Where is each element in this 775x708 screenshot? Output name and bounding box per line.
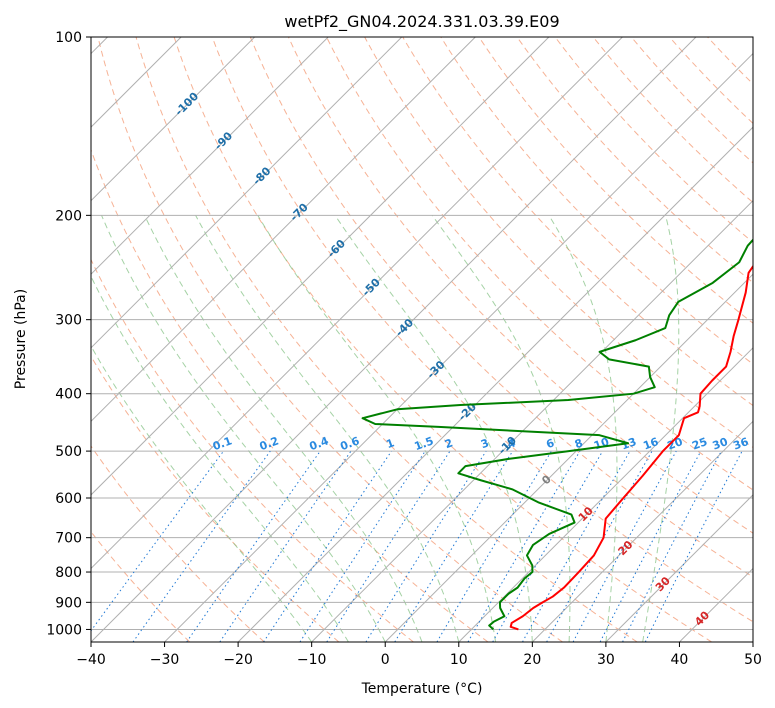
mixing-ratio-label: 16	[641, 435, 660, 453]
x-tick-label: 40	[671, 652, 689, 668]
mixing-ratio-label: 6	[544, 436, 556, 451]
y-tick-label: 1000	[46, 622, 82, 638]
isotherm	[91, 37, 697, 642]
mixing-ratio-line	[572, 450, 677, 642]
dry-adiabat	[97, 37, 563, 642]
moist-adiabat	[431, 215, 571, 642]
x-tick-label: 50	[744, 652, 762, 668]
temperature-line	[509, 264, 753, 631]
isotherm	[91, 37, 476, 423]
chart-title: wetPf2_GN04.2024.331.03.39.E09	[284, 12, 559, 32]
isotherm	[91, 37, 550, 496]
isotherm	[311, 199, 753, 642]
y-tick-label: 200	[55, 208, 82, 224]
moist-adiabat	[91, 275, 349, 642]
mixing-ratio-label: 0.4	[308, 434, 331, 453]
mixing-ratio-line	[219, 450, 352, 642]
mixing-ratio-label: 30	[711, 435, 730, 453]
axis-ticks: −40 −30 −20 −10 0 10 20 30 40 5010020030040050060…	[46, 30, 762, 668]
dewpoint-line	[361, 238, 753, 631]
mixing-ratio-line	[365, 450, 487, 642]
x-tick-label: 20	[523, 652, 541, 668]
isotherm	[91, 37, 623, 570]
moist-adiabat	[91, 345, 313, 642]
x-tick-label: −30	[150, 652, 180, 668]
isotherm	[384, 273, 753, 642]
dry-adiabat	[173, 37, 713, 642]
mixing-ratio-label: 25	[690, 435, 709, 452]
isotherm	[164, 52, 753, 642]
mixing-ratio-line	[186, 450, 321, 642]
dry-adiabat	[91, 258, 414, 642]
mixing-ratio-line	[263, 450, 392, 642]
mixing-ratio-label: 8	[573, 436, 585, 451]
y-tick-label: 700	[55, 531, 82, 547]
mixing-ratio-label: 0.6	[338, 434, 361, 453]
mixing-ratio-line	[467, 450, 581, 642]
x-tick-label: 10	[450, 652, 468, 668]
y-tick-label: 100	[55, 30, 82, 46]
plot-background	[91, 37, 753, 642]
y-axis-title: Pressure (hPa)	[13, 289, 29, 389]
y-tick-label: 400	[55, 387, 82, 403]
mixing-ratio-label: 3	[479, 436, 491, 451]
background-lines	[91, 37, 753, 642]
isotherm	[91, 37, 403, 349]
profile-series	[361, 238, 753, 631]
isotherm	[237, 126, 753, 642]
x-tick-label: 0	[381, 652, 390, 668]
x-tick-label: 30	[597, 652, 615, 668]
mixing-ratio-label: 4	[506, 436, 518, 451]
dry-adiabat	[249, 37, 753, 578]
dry-adiabat	[91, 445, 265, 642]
x-tick-label: −20	[223, 652, 253, 668]
mixing-ratio-line	[326, 450, 451, 642]
isotherm	[458, 347, 753, 642]
mixing-ratio-line	[132, 450, 271, 642]
x-axis-title: Temperature (°C)	[361, 681, 483, 697]
mixing-ratio-line	[394, 450, 514, 642]
isotherm	[605, 494, 753, 642]
mixing-ratio-label: 1.5	[413, 434, 436, 453]
mixing-ratio-line	[436, 450, 552, 642]
mixing-ratio-label: 2	[443, 436, 455, 451]
moist-adiabat	[548, 215, 618, 642]
mixing-ratio-label: 36	[731, 435, 750, 453]
dry-adiabat	[326, 37, 753, 491]
y-tick-label: 800	[55, 565, 82, 581]
mixing-ratio-label: 1	[385, 436, 397, 451]
moist-adiabat	[334, 215, 533, 642]
isotherm	[91, 37, 329, 275]
y-tick-label: 600	[55, 491, 82, 507]
moist-adiabat	[195, 215, 460, 642]
mixing-ratio-line	[299, 450, 426, 642]
plot-frame	[90, 36, 754, 643]
y-tick-label: 500	[55, 444, 82, 460]
moist-adiabat	[101, 215, 386, 642]
mixing-ratio-label: 0.1	[211, 434, 234, 453]
moist-adiabat	[144, 215, 423, 642]
isotherm	[91, 37, 256, 202]
mixing-ratio-line	[599, 450, 702, 642]
isoline-labels: 0.1 0.2 0.4 0.6 1 1.5 2 3 4 6 8 10 13 16 20 25 30 36-100-…	[172, 90, 750, 629]
mixing-ratio-label: 20	[666, 435, 685, 453]
x-tick-label: −40	[76, 652, 106, 668]
moist-adiabat	[642, 215, 680, 642]
y-tick-label: 300	[55, 313, 82, 329]
isotherm	[531, 420, 753, 642]
y-tick-label: 900	[55, 595, 82, 611]
dry-adiabat	[211, 37, 753, 623]
dry-adiabat	[135, 37, 638, 642]
x-tick-label: −10	[297, 652, 327, 668]
dry-adiabat	[287, 37, 753, 534]
mixing-ratio-label: 0.2	[258, 434, 281, 453]
